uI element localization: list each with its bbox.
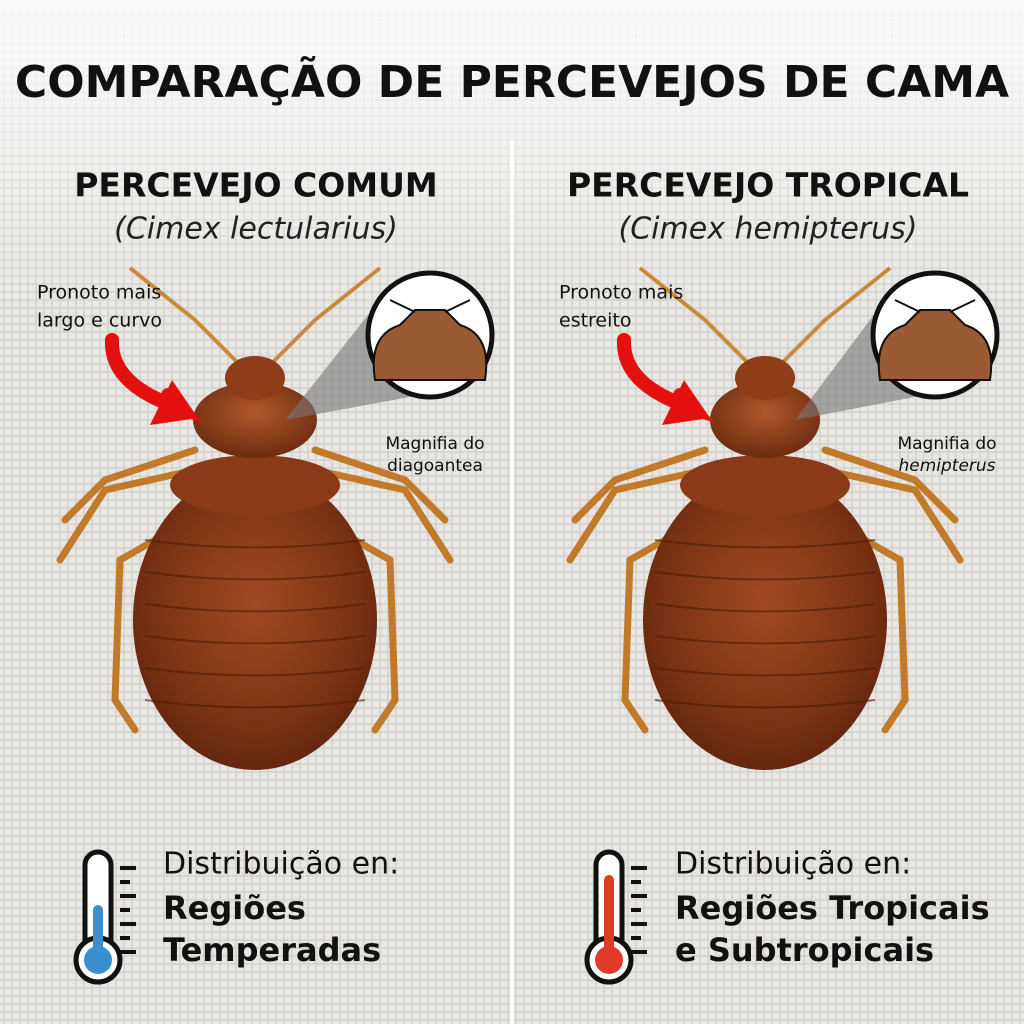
leg xyxy=(61,446,199,524)
segment xyxy=(654,539,876,549)
segment xyxy=(144,539,366,549)
distribution-value: Regiões xyxy=(163,889,306,927)
distribution-value: Temperadas xyxy=(163,931,381,969)
magnify-label: Magnifia do xyxy=(385,434,484,454)
leg xyxy=(351,536,399,734)
arrow-head xyxy=(150,380,198,425)
leg xyxy=(56,466,199,564)
segment xyxy=(144,667,366,677)
leg xyxy=(111,536,159,734)
magnified-antennae xyxy=(389,299,471,313)
antenna xyxy=(128,266,242,367)
bed-bug xyxy=(566,266,964,770)
scientific-name: (Cimex hemipterus) xyxy=(619,212,918,247)
magnify-label: hemipterus xyxy=(898,456,995,476)
magnified-antennae xyxy=(894,299,976,313)
distribution-value: Regiões Tropicais xyxy=(675,889,990,927)
callout-text: Pronoto mais xyxy=(37,282,161,304)
head xyxy=(735,356,795,400)
magnify-label: Magnifia do xyxy=(897,434,996,454)
bed-bug xyxy=(56,266,454,770)
distribution-label: Distribuição en: xyxy=(163,847,399,882)
leg xyxy=(311,466,454,564)
pronotum xyxy=(193,382,317,458)
leg xyxy=(861,536,909,734)
thermometer-fill xyxy=(595,946,623,974)
thermometer-fill xyxy=(84,946,112,974)
leg xyxy=(566,466,709,564)
antenna xyxy=(268,266,382,367)
leg xyxy=(621,536,669,734)
segment xyxy=(654,699,876,709)
head xyxy=(225,356,285,400)
panel: PERCEVEJO COMUM (Cimex lectularius) Pronot… xyxy=(37,166,495,985)
segment xyxy=(654,667,876,677)
magnified-head xyxy=(372,309,488,381)
scientific-name: (Cimex lectularius) xyxy=(114,212,398,247)
distribution-value: e Subtropicais xyxy=(675,931,934,969)
segment xyxy=(144,635,366,645)
distribution-label: Distribuição en: xyxy=(675,847,911,882)
callout-text: estreito xyxy=(559,310,631,332)
segment xyxy=(654,571,876,581)
leg xyxy=(821,446,959,524)
thermometer-level xyxy=(604,875,614,955)
thorax xyxy=(680,455,850,515)
thorax xyxy=(170,455,340,515)
pronotum xyxy=(710,382,820,458)
antenna xyxy=(638,266,752,367)
magnified-head xyxy=(877,309,993,381)
title: COMPARAÇÃO DE PERCEVEJOS DE CAMA xyxy=(15,55,1009,108)
panel: PERCEVEJO TROPICAL (Cimex hemipterus) Pron… xyxy=(559,166,1000,985)
magnify-label: diagoantea xyxy=(387,456,483,476)
segment xyxy=(144,571,366,581)
leg xyxy=(311,446,449,524)
callout-text: largo e curvo xyxy=(37,310,162,332)
segment xyxy=(144,603,366,613)
segment xyxy=(654,603,876,613)
thermometer-level xyxy=(93,905,103,955)
segment xyxy=(144,699,366,709)
callout-text: Pronoto mais xyxy=(559,282,683,304)
segment xyxy=(654,635,876,645)
leg xyxy=(571,446,709,524)
leg xyxy=(821,466,964,564)
panel-heading: PERCEVEJO COMUM xyxy=(74,166,438,205)
antenna xyxy=(778,266,892,367)
panel-heading: PERCEVEJO TROPICAL xyxy=(567,166,969,205)
arrow-head xyxy=(662,380,710,425)
